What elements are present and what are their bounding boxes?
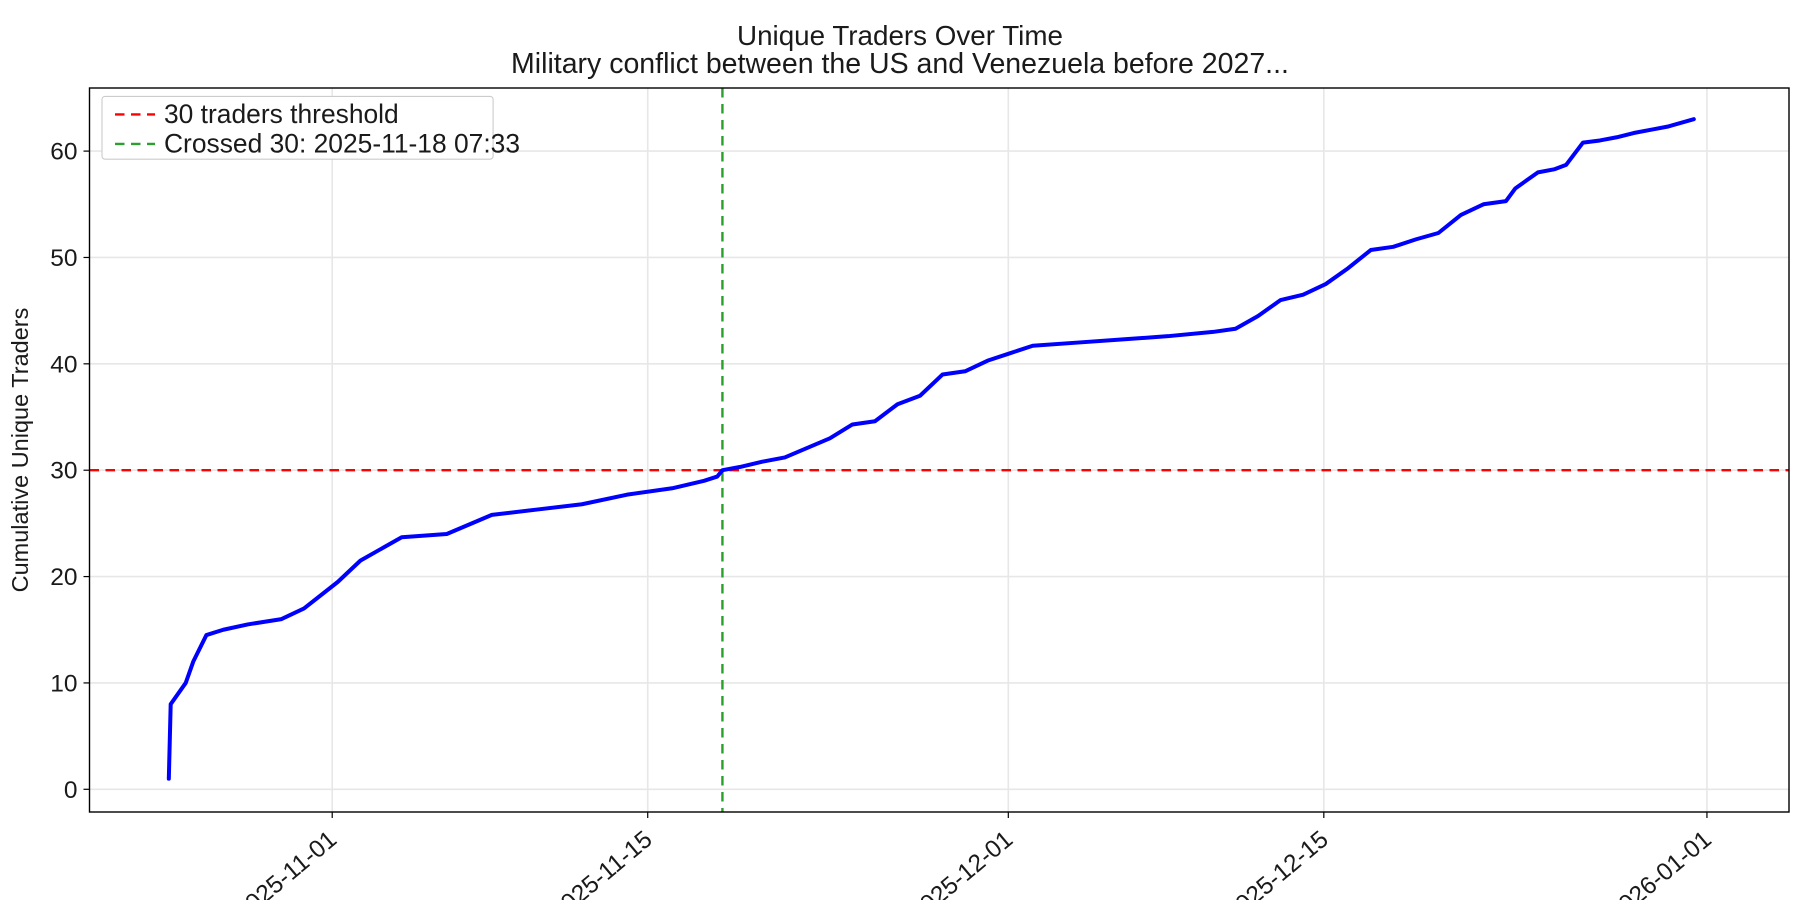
svg-text:10: 10: [50, 670, 77, 697]
svg-text:Unique Traders Over Time: Unique Traders Over Time: [737, 20, 1063, 51]
svg-text:Military conflict between the: Military conflict between the US and Ven…: [511, 48, 1289, 80]
svg-text:20: 20: [50, 564, 77, 591]
svg-text:Cumulative Unique Traders: Cumulative Unique Traders: [7, 308, 33, 593]
svg-text:Crossed 30: 2025-11-18 07:33: Crossed 30: 2025-11-18 07:33: [164, 128, 520, 158]
svg-text:30: 30: [50, 458, 77, 485]
svg-text:40: 40: [50, 351, 77, 378]
svg-text:60: 60: [50, 139, 77, 166]
svg-text:50: 50: [50, 245, 77, 272]
svg-text:0: 0: [64, 777, 78, 804]
svg-text:30 traders threshold: 30 traders threshold: [164, 99, 399, 129]
